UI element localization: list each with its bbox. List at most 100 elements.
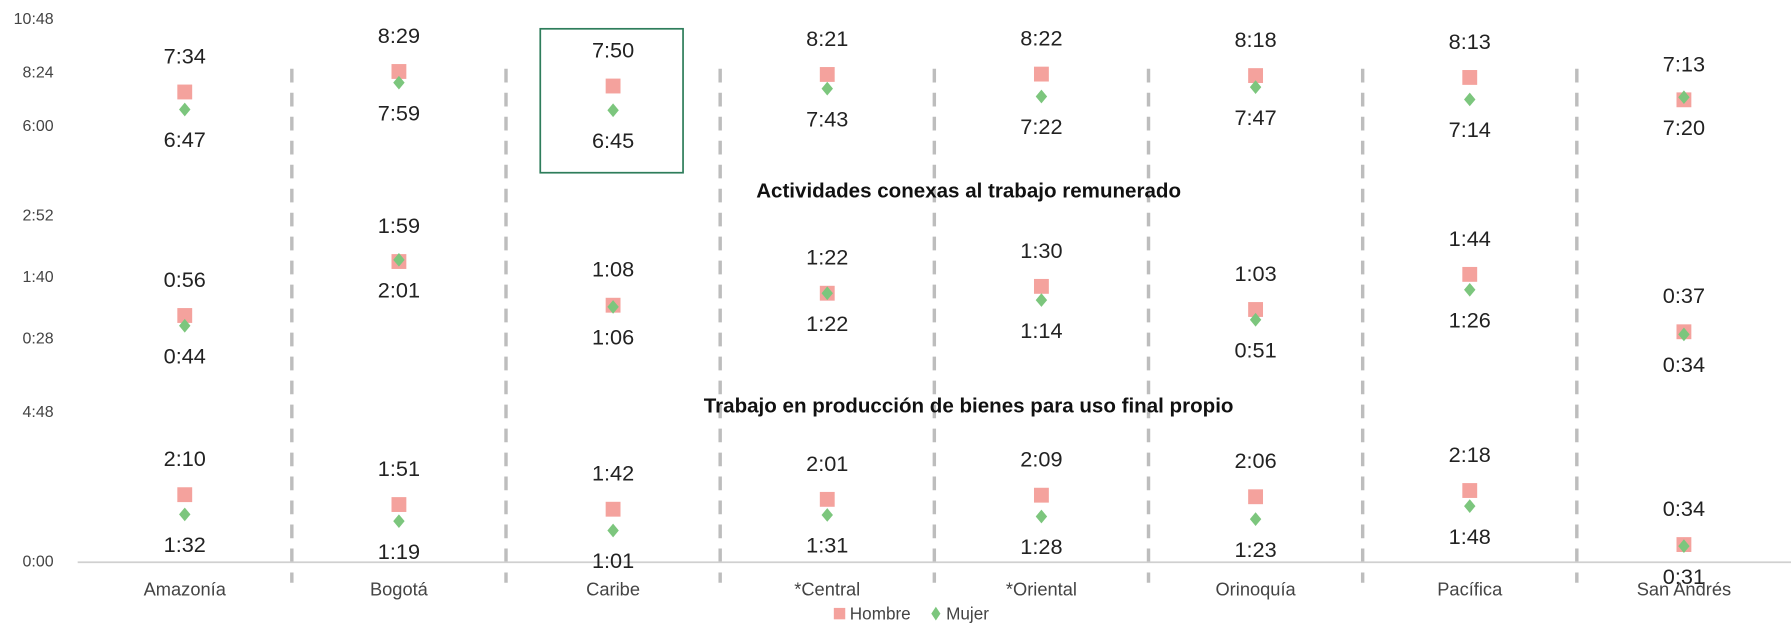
y-tick-label: 2:52 — [23, 207, 54, 224]
marker-diamond — [821, 81, 833, 96]
marker-diamond — [1249, 80, 1262, 94]
x-tick-label: Pacífica — [1437, 579, 1503, 600]
y-tick-label: 0:00 — [23, 553, 54, 570]
marker-diamond — [1464, 92, 1476, 107]
data-label: 7:13 — [1663, 51, 1705, 76]
x-tick-label: Orinoquía — [1215, 579, 1296, 600]
data-label: 7:50 — [592, 37, 634, 62]
data-label: 1:14 — [1020, 318, 1062, 343]
data-label: 2:01 — [378, 278, 420, 303]
marker-diamond — [393, 514, 405, 529]
data-label: 0:51 — [1234, 337, 1276, 362]
marker-diamond — [1678, 327, 1690, 342]
marker-diamond — [607, 300, 619, 314]
data-label: 0:31 — [1663, 564, 1705, 589]
data-label: 0:56 — [164, 267, 206, 292]
data-label: 7:43 — [806, 106, 848, 131]
marker-square — [391, 497, 407, 512]
marker-diamond — [179, 507, 191, 522]
data-label: 1:31 — [806, 533, 848, 558]
data-label: 1:59 — [378, 213, 420, 238]
marker-diamond — [821, 286, 833, 301]
marker-square — [1462, 70, 1478, 85]
data-label: 2:01 — [806, 451, 848, 476]
data-label: 1:01 — [592, 548, 634, 573]
data-label: 1:44 — [1449, 226, 1491, 251]
marker-diamond — [1249, 312, 1262, 327]
data-label: 8:29 — [378, 23, 420, 48]
x-tick-label: Caribe — [586, 579, 640, 600]
marker-diamond — [393, 75, 405, 90]
data-label: 1:08 — [592, 257, 634, 282]
marker-diamond — [1678, 90, 1690, 105]
data-label: 7:14 — [1449, 117, 1491, 142]
data-label: 2:10 — [164, 446, 206, 471]
data-label: 6:47 — [164, 127, 206, 152]
marker-square — [605, 78, 621, 94]
legend-marker — [833, 607, 846, 620]
data-label: 2:18 — [1449, 442, 1491, 467]
marker-square — [819, 491, 835, 507]
marker-square — [177, 308, 193, 323]
marker-diamond — [1464, 282, 1476, 297]
x-tick-label: Amazonía — [144, 579, 227, 600]
data-label: 7:59 — [378, 100, 420, 125]
x-tick-label: San Andrés — [1637, 579, 1731, 600]
legend-label: Hombre — [850, 603, 911, 623]
marker-square — [1248, 68, 1264, 84]
marker-diamond — [1464, 499, 1476, 513]
marker-diamond — [1035, 293, 1048, 307]
data-label: 1:30 — [1020, 238, 1062, 263]
data-label: 1:26 — [1449, 308, 1491, 333]
marker-diamond — [821, 508, 833, 522]
marker-square — [1248, 302, 1264, 317]
marker-square — [1033, 278, 1049, 294]
marker-square — [819, 67, 835, 82]
data-label: 1:48 — [1449, 524, 1491, 549]
data-label: 1:51 — [378, 456, 420, 481]
data-label: 2:06 — [1234, 448, 1276, 473]
data-label: 7:22 — [1020, 114, 1062, 139]
data-label: 8:13 — [1449, 29, 1491, 54]
panel-title: Actividades conexas al trabajo remunerad… — [756, 180, 1181, 203]
marker-square — [177, 84, 193, 100]
data-label: 7:34 — [164, 43, 206, 68]
marker-square — [1033, 66, 1049, 82]
data-label: 1:28 — [1020, 534, 1062, 559]
marker-diamond — [179, 102, 191, 117]
data-label: 8:18 — [1234, 27, 1276, 52]
x-tick-label: *Oriental — [1006, 579, 1077, 600]
data-label: 1:06 — [592, 325, 634, 350]
data-label: 8:21 — [806, 26, 848, 51]
marker-square — [605, 501, 621, 517]
marker-diamond — [1678, 539, 1690, 553]
marker-square — [1248, 489, 1264, 505]
y-tick-label: 4:48 — [23, 404, 54, 421]
y-tick-label: 6:00 — [23, 118, 54, 135]
data-label: 1:32 — [164, 532, 206, 557]
marker-square — [1462, 483, 1478, 498]
data-label: 6:45 — [592, 128, 634, 153]
marker-diamond — [1249, 512, 1262, 526]
data-label: 0:34 — [1663, 496, 1705, 521]
marker-square — [177, 487, 193, 503]
legend-label: Mujer — [946, 603, 989, 623]
marker-square — [1462, 266, 1478, 282]
panel-title: Trabajo en producción de bienes para uso… — [704, 394, 1234, 417]
data-label: 0:37 — [1663, 283, 1705, 308]
data-label: 8:22 — [1020, 26, 1062, 51]
data-label: 1:23 — [1234, 537, 1276, 562]
marker-diamond — [1035, 89, 1048, 104]
x-tick-label: Bogotá — [370, 579, 429, 600]
marker-diamond — [179, 318, 191, 333]
data-label: 0:34 — [1663, 352, 1705, 377]
data-label: 1:19 — [378, 539, 420, 564]
x-tick-label: *Central — [794, 579, 860, 600]
data-label: 1:42 — [592, 461, 634, 486]
marker-diamond — [607, 103, 619, 118]
data-label: 0:44 — [164, 343, 206, 368]
y-tick-label: 10:48 — [14, 11, 54, 28]
data-label: 2:09 — [1020, 447, 1062, 472]
